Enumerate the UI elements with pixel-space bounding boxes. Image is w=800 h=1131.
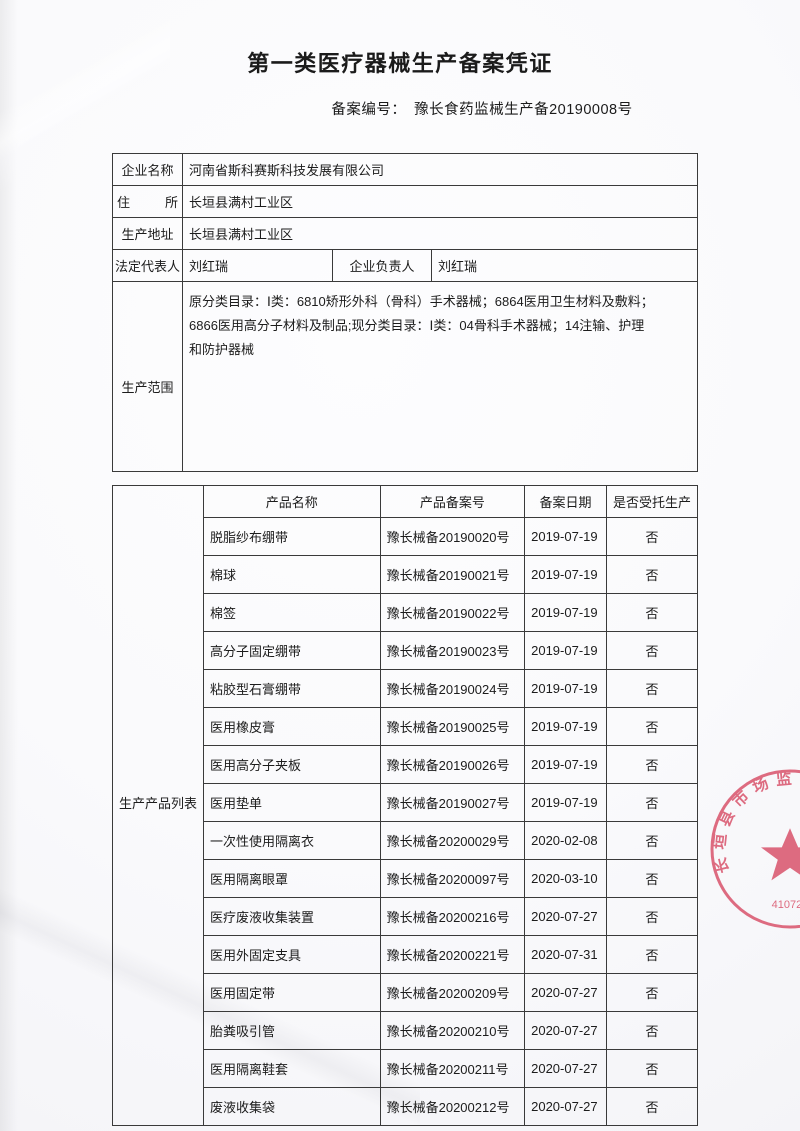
svg-text:监: 监 (775, 769, 793, 789)
svg-text:场: 场 (750, 774, 772, 797)
svg-text:市: 市 (728, 786, 753, 811)
svg-text:410721: 410721 (772, 899, 800, 911)
svg-text:垣: 垣 (711, 832, 731, 850)
svg-text:县: 县 (715, 808, 738, 830)
